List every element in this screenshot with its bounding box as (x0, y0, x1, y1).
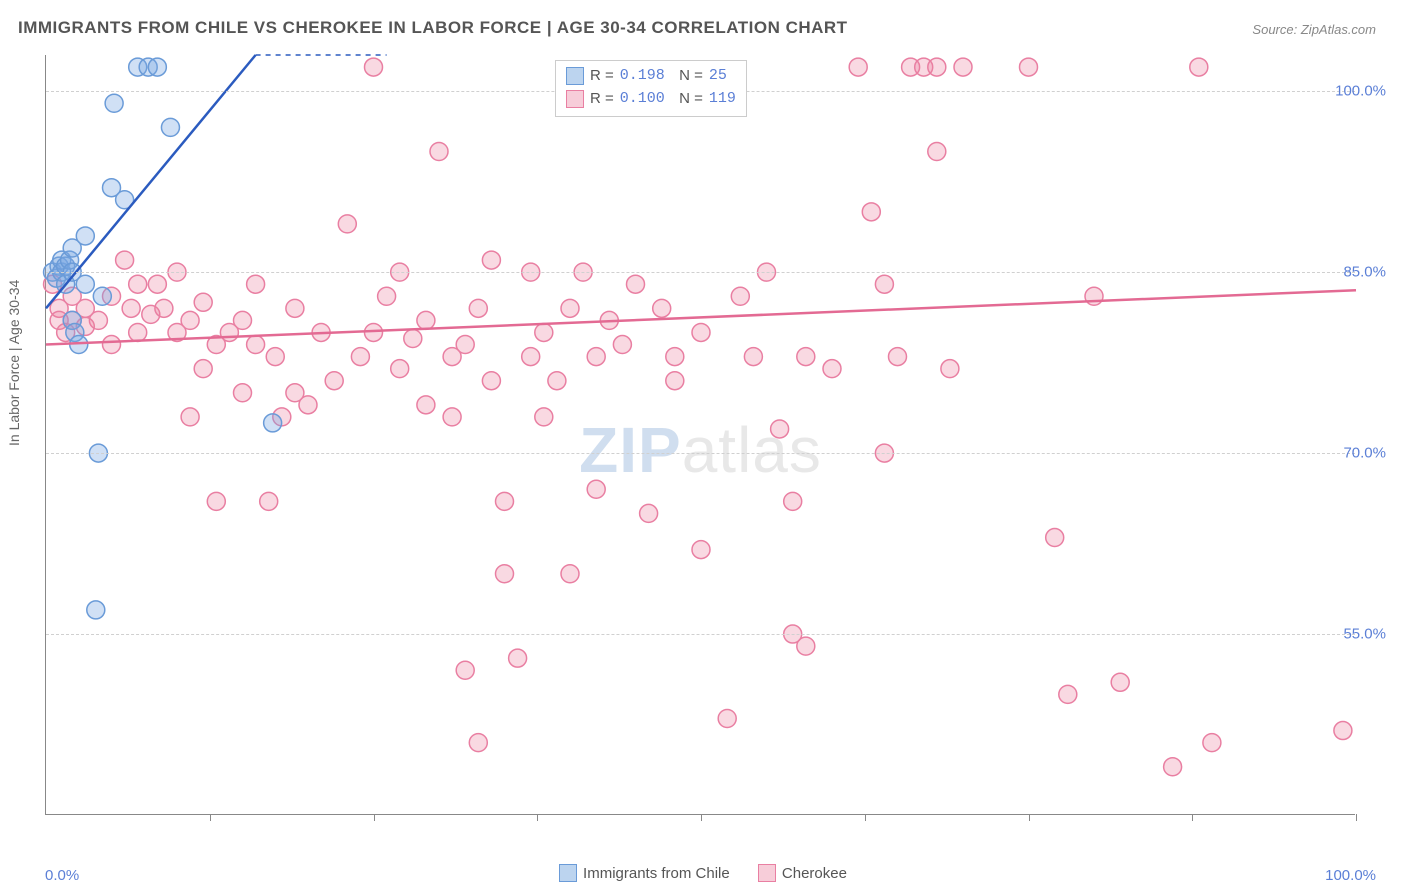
y-tick-label: 70.0% (1343, 445, 1386, 462)
r-label: R = (590, 65, 614, 88)
gridline-h (46, 634, 1355, 635)
x-tick (1356, 814, 1357, 821)
n-value-cherokee: 119 (709, 88, 736, 111)
x-tick (374, 814, 375, 821)
x-min-label: 0.0% (45, 867, 79, 884)
y-tick-label: 85.0% (1343, 264, 1386, 281)
n-value-chile: 25 (709, 65, 727, 88)
x-tick (1192, 814, 1193, 821)
series-legend: Immigrants from Chile Cherokee (0, 864, 1406, 886)
swatch-chile (566, 67, 584, 85)
legend-label-chile: Immigrants from Chile (583, 865, 730, 882)
y-tick-label: 100.0% (1335, 83, 1386, 100)
source-label: Source: (1252, 22, 1297, 37)
x-tick (210, 814, 211, 821)
scatter-svg (46, 55, 1355, 814)
stats-row-chile: R = 0.198 N = 25 (566, 65, 736, 88)
gridline-h (46, 272, 1355, 273)
r-value-cherokee: 0.100 (620, 88, 665, 111)
x-tick (537, 814, 538, 821)
r-value-chile: 0.198 (620, 65, 665, 88)
n-label: N = (671, 65, 703, 88)
legend-item-cherokee: Cherokee (758, 864, 847, 882)
legend-label-cherokee: Cherokee (782, 865, 847, 882)
legend-swatch-chile (559, 864, 577, 882)
legend-swatch-cherokee (758, 864, 776, 882)
x-tick (865, 814, 866, 821)
y-tick-label: 55.0% (1343, 626, 1386, 643)
r-label: R = (590, 88, 614, 111)
x-tick (1029, 814, 1030, 821)
source-name: ZipAtlas.com (1301, 22, 1376, 37)
y-axis-title: In Labor Force | Age 30-34 (6, 280, 22, 446)
source-attribution: Source: ZipAtlas.com (1252, 22, 1376, 37)
plot-area: ZIPatlas (45, 55, 1355, 815)
correlation-chart: IMMIGRANTS FROM CHILE VS CHEROKEE IN LAB… (0, 0, 1406, 892)
swatch-cherokee (566, 90, 584, 108)
legend-item-chile: Immigrants from Chile (559, 864, 730, 882)
gridline-h (46, 453, 1355, 454)
x-tick (701, 814, 702, 821)
x-max-label: 100.0% (1325, 867, 1376, 884)
n-label: N = (671, 88, 703, 111)
stats-row-cherokee: R = 0.100 N = 119 (566, 88, 736, 111)
stats-legend: R = 0.198 N = 25 R = 0.100 N = 119 (555, 60, 747, 117)
chart-title: IMMIGRANTS FROM CHILE VS CHEROKEE IN LAB… (18, 18, 848, 38)
